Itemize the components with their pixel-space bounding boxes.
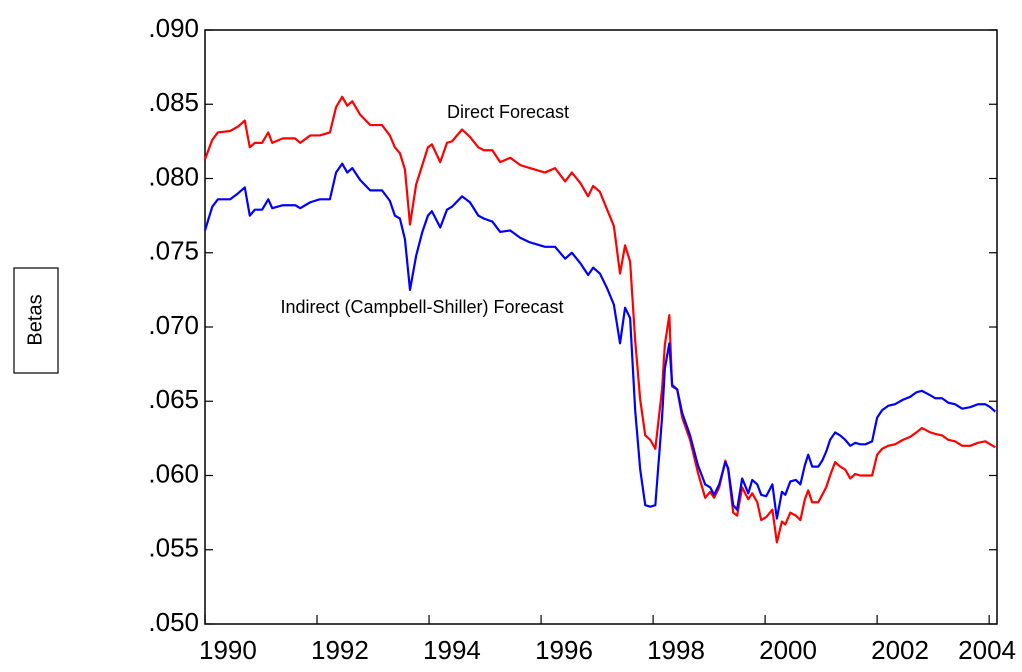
x-tick-label: 2002 — [871, 635, 929, 665]
y-label-box — [13, 267, 59, 374]
x-tick-label: 1994 — [423, 635, 481, 665]
x-tick-label: 1992 — [311, 635, 369, 665]
y-tick-label: .075 — [148, 236, 199, 266]
y-tick-label: .080 — [148, 161, 199, 191]
y-tick-label: .055 — [148, 533, 199, 563]
plot-frame — [204, 29, 998, 625]
series-line — [203, 95, 996, 544]
annotation: Direct Forecast — [447, 102, 569, 122]
y-tick-label: .050 — [148, 607, 199, 637]
y-tick-label: .090 — [148, 13, 199, 43]
x-tick-label: 1998 — [647, 635, 705, 665]
y-tick-label: .070 — [148, 310, 199, 340]
y-axis-label: Betas — [24, 294, 46, 345]
series-line — [203, 162, 997, 520]
annotation: Indirect (Campbell-Shiller) Forecast — [280, 297, 563, 317]
x-tick-label: 2004 — [958, 635, 1016, 665]
y-tick-label: .085 — [148, 87, 199, 117]
y-tick-label: .065 — [148, 384, 199, 414]
x-tick-label: 1990 — [199, 635, 257, 665]
y-tick-label: .060 — [148, 458, 199, 488]
x-tick-label: 2000 — [759, 635, 817, 665]
x-tick-label: 1996 — [535, 635, 593, 665]
